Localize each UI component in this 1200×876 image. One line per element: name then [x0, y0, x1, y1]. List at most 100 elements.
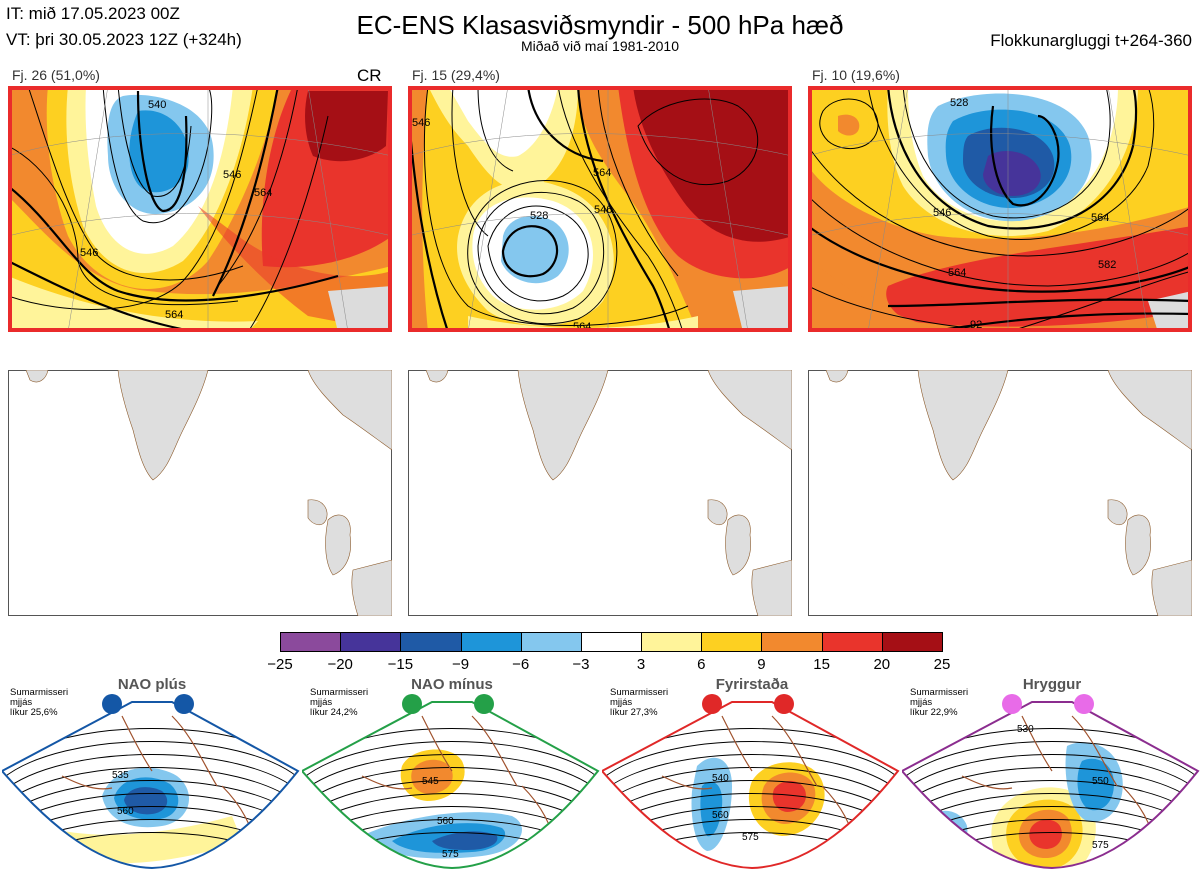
regime-map: 545 560 575 [300, 694, 600, 870]
colorbar-swatch [701, 632, 763, 652]
colorbar-swatch [340, 632, 402, 652]
colorbar-swatch [641, 632, 703, 652]
empty-map-1 [8, 370, 392, 616]
regime-mean-label: mjjás [910, 697, 933, 708]
cluster-1-contour-564-right: 564 [254, 187, 272, 199]
cluster-1-contour-546-right: 546 [223, 169, 241, 181]
colorbar-tick-label: 3 [636, 656, 646, 673]
height-contour [602, 741, 898, 780]
regime-mean-label: mjjás [310, 697, 333, 708]
regime-probability: líkur 25,6% [10, 707, 58, 718]
cluster-3-contour-582: 582 [1098, 259, 1116, 271]
regime-map: 530 550 575 [900, 694, 1200, 870]
cluster-2-contour-564: 564 [593, 167, 611, 179]
colorbar-swatch [761, 632, 823, 652]
cluster-3-contour-546: 546 [933, 207, 951, 219]
regime-season: Sumarmisseri [610, 687, 669, 698]
colorbar-swatch [400, 632, 462, 652]
coastline [61, 715, 258, 852]
cluster-3-contour-564: 564 [948, 267, 966, 279]
valid-time: VT: þri 30.05.2023 12Z (+324h) [6, 30, 242, 49]
cluster-1-contour-546: 546 [80, 247, 98, 259]
colorbar-tick-label: −9 [451, 656, 470, 673]
height-contour [902, 741, 1198, 780]
cluster-2-contour-546: 546 [594, 204, 612, 216]
regime-panel: 540 560 575 Fyrirstaða Sumarmisseri mjjás líku… [600, 676, 900, 871]
colorbar-swatch [821, 632, 883, 652]
coastline [661, 715, 858, 852]
regime-border [300, 701, 600, 870]
cluster-2-contour-546-left: 546 [412, 117, 430, 129]
height-contour [602, 754, 898, 793]
colorbar-tick-label: 20 [873, 656, 891, 673]
cluster-2-contour-564-bottom: 564 [573, 321, 591, 332]
empty-map-2 [408, 370, 792, 616]
regime-dot [1074, 694, 1094, 714]
cluster-1-contour-564-bottom: 564 [165, 309, 183, 321]
init-time: IT: mið 17.05.2023 00Z [6, 4, 180, 23]
regime-dot [1002, 694, 1022, 714]
height-contour [302, 767, 598, 806]
regime-contour-label: 575 [742, 832, 759, 843]
regime-season: Sumarmisseri [310, 687, 369, 698]
anomaly-patch [700, 781, 723, 837]
regime-season: Sumarmisseri [10, 687, 69, 698]
regime-dot [474, 694, 494, 714]
colorbar-tick-label: −3 [572, 656, 590, 673]
regime-dot [402, 694, 422, 714]
regime-title: Hryggur [1022, 676, 1082, 693]
regime-contour-label: 575 [442, 849, 459, 860]
cluster-2-contour-528: 528 [530, 210, 548, 222]
regime-contour-label: 560 [117, 806, 134, 817]
colorbar-swatch [881, 632, 943, 652]
anomaly-patch [772, 780, 806, 812]
regime-title: NAO mínus [411, 676, 493, 693]
colorbar-tick-label: 6 [697, 656, 706, 673]
height-contour [302, 741, 598, 780]
height-contour [902, 754, 1198, 793]
regime-dot [702, 694, 722, 714]
regime-panel: 535 560 NAO plús Sumarmisseri mjjás líkur 25,… [0, 676, 300, 871]
height-contour [902, 767, 1198, 806]
regime-dot [774, 694, 794, 714]
regime-panel: 545 560 575 NAO mínus Sumarmisseri mjjás líkur… [300, 676, 600, 871]
cluster-3-label: Fj. 10 (19,6%) [812, 67, 900, 83]
anomaly-patch [1077, 758, 1114, 811]
regime-contour-label: 550 [1092, 776, 1109, 787]
regime-probability: líkur 27,3% [610, 707, 658, 718]
regime-contour-label: 530 [1017, 724, 1034, 735]
regime-dot [102, 694, 122, 714]
regime-border [600, 701, 900, 870]
empty-map-3 [808, 370, 1192, 616]
regime-contour-label: 560 [437, 816, 454, 827]
page-subtitle: Miðað við maí 1981-2010 [521, 38, 679, 54]
colorbar-tick-label: −25 [267, 656, 293, 673]
cluster-2-map: 546 564 546 528 564 [408, 86, 792, 332]
regime-contour-label: 540 [712, 773, 729, 784]
regime-border [900, 701, 1200, 870]
colorbar-tick-label: −20 [327, 656, 353, 673]
regime-season: Sumarmisseri [910, 687, 969, 698]
regime-mean-label: mjjás [610, 697, 633, 708]
height-contour [2, 767, 298, 806]
cluster-1-cr-flag: CR [357, 66, 382, 85]
colorbar-tick-label: 15 [813, 656, 830, 673]
regime-mean-label: mjjás [10, 697, 33, 708]
coastline [361, 715, 558, 852]
regime-dot [174, 694, 194, 714]
coastline [961, 715, 1158, 852]
regime-contour-label: 575 [1092, 840, 1109, 851]
colorbar-swatch [280, 632, 342, 652]
regime-border [0, 701, 300, 870]
page-title: EC-ENS Klasasviðsmyndir - 500 hPa hæð [356, 10, 844, 40]
cluster-1-map: 564 546 540 546 564 [8, 86, 392, 332]
colorbar-tick-label: 25 [933, 656, 951, 673]
anomaly-patch [432, 831, 498, 850]
regime-map: 540 560 575 [600, 694, 900, 870]
cluster-1-label: Fj. 26 (51,0%) [12, 67, 100, 83]
regime-panel: 530 550 575 Hryggur Sumarmisseri mjjás líkur 2… [900, 676, 1200, 871]
anomaly-patch [1029, 819, 1062, 849]
classification-window: Flokkunargluggi t+264-360 [990, 31, 1192, 50]
colorbar-swatch [520, 632, 582, 652]
cluster-2-label: Fj. 15 (29,4%) [412, 67, 500, 83]
